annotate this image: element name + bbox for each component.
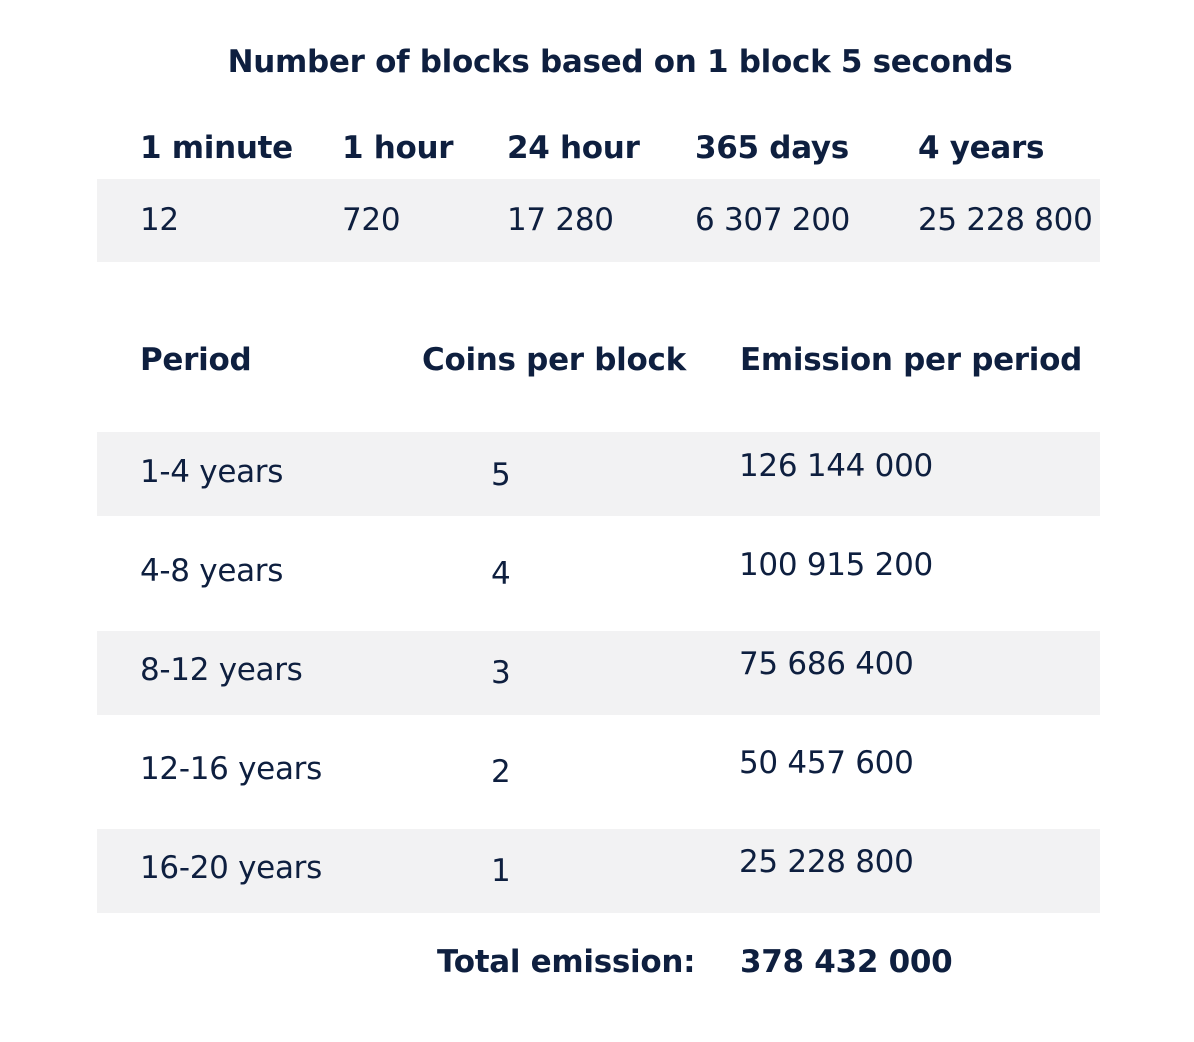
coins-cell: 3 [491,655,511,691]
table-cell: 12 [140,202,179,238]
coins-cell: 1 [491,853,511,889]
period-cell: 1-4 years [140,454,284,490]
emission-cell: 100 915 200 [739,547,933,583]
column-header: 365 days [695,130,849,166]
column-header-coins: Coins per block [422,342,686,378]
total-emission-value: 378 432 000 [740,944,953,980]
column-header-emission: Emission per period [740,342,1083,378]
table-cell: 25 228 800 [918,202,1093,238]
period-cell: 8-12 years [140,652,303,688]
table-row [97,631,1100,715]
coins-cell: 2 [491,754,511,790]
table-row [97,179,1100,262]
column-header: 1 minute [140,130,293,166]
total-emission-label: Total emission: [437,944,696,980]
table-row [97,432,1100,516]
emission-cell: 25 228 800 [739,844,914,880]
column-header: 24 hour [507,130,640,166]
column-header-period: Period [140,342,252,378]
table-row [97,829,1100,913]
coins-cell: 4 [491,556,511,592]
emission-cell: 50 457 600 [739,745,914,781]
period-cell: 12-16 years [140,751,322,787]
emission-cell: 126 144 000 [739,448,933,484]
column-header: 4 years [918,130,1045,166]
table-title: Number of blocks based on 1 block 5 seco… [227,44,1013,80]
table-cell: 6 307 200 [695,202,851,238]
coins-cell: 5 [491,457,511,493]
table-cell: 17 280 [507,202,614,238]
table-cell: 720 [342,202,401,238]
column-header: 1 hour [342,130,454,166]
period-cell: 16-20 years [140,850,322,886]
period-cell: 4-8 years [140,553,284,589]
emission-cell: 75 686 400 [739,646,914,682]
